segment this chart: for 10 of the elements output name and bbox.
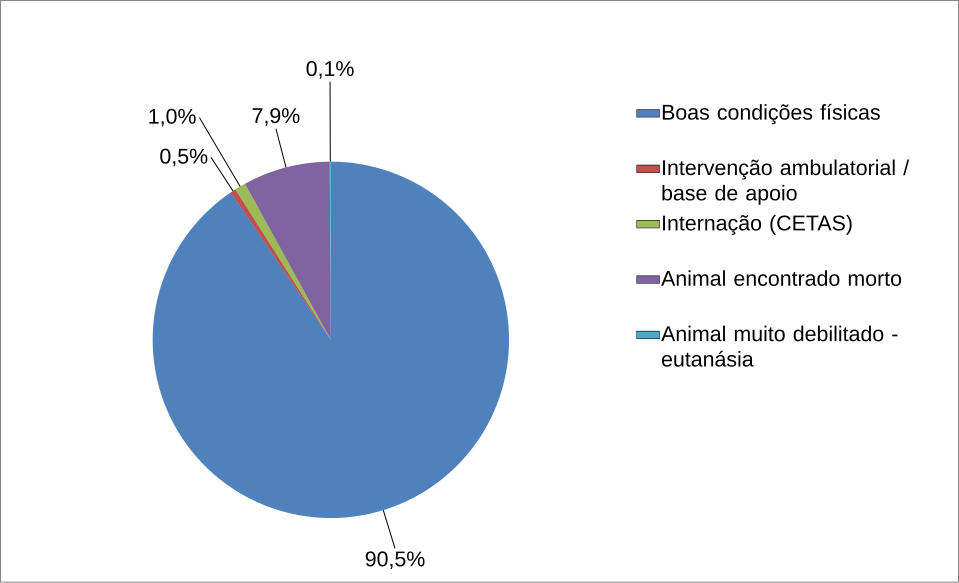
legend-label: Internação (CETAS)	[663, 215, 852, 236]
data-label: 1,0%	[149, 108, 196, 127]
legend-label: Animal muito debilitado - eutanásia	[661, 326, 898, 367]
data-label: 90,5%	[366, 552, 425, 570]
legend-label: Intervenção ambulatorial / base de apoio	[662, 160, 910, 205]
legend-label: Boas condições físicas	[662, 104, 880, 124]
data-label: 0,5%	[160, 148, 208, 166]
data-label: 0,1%	[306, 61, 354, 79]
data-label: 7,9%	[252, 108, 300, 126]
legend-label: Animal encontrado morto	[661, 270, 902, 286]
